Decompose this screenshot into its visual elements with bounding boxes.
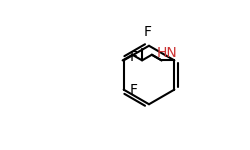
Text: F: F bbox=[144, 26, 152, 39]
Text: HN: HN bbox=[157, 46, 178, 60]
Text: F: F bbox=[130, 83, 138, 97]
Text: F: F bbox=[130, 50, 138, 64]
